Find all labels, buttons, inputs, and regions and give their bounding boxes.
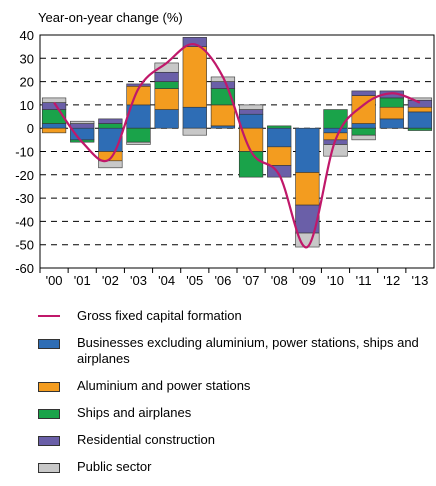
- bar-segment: [379, 118, 404, 129]
- bar-segment: [154, 109, 179, 129]
- bar-segment: [126, 127, 151, 143]
- legend-item: Gross fixed capital formation: [38, 308, 428, 324]
- y-tick-label: 40: [20, 28, 34, 43]
- legend-item: Ships and airplanes: [38, 405, 428, 421]
- bar-segment: [126, 141, 151, 145]
- bar-segment: [379, 97, 404, 108]
- legend-swatch: [38, 436, 60, 446]
- legend-item: Residential construction: [38, 432, 428, 448]
- bar-segment: [407, 97, 433, 101]
- legend-label: Aluminium and power stations: [77, 378, 251, 393]
- bar-segment: [295, 127, 320, 173]
- legend-swatch: [38, 463, 60, 473]
- bar-segment: [210, 125, 236, 129]
- y-tick-label: -20: [15, 168, 34, 183]
- line: [53, 43, 421, 249]
- x-tick-label: '10: [327, 273, 344, 288]
- bar-segment: [351, 123, 376, 129]
- x-tick-label: '11: [356, 273, 372, 288]
- x-tick-label: '00: [46, 273, 63, 288]
- legend-swatch: [38, 315, 60, 317]
- bar-segment: [210, 81, 236, 89]
- chart: Year-on-year change (%) 40 30 20 10 0 -10 -20 -…: [15, 10, 435, 288]
- bar-segment: [323, 127, 348, 134]
- legend: Gross fixed capital formation Businesses …: [38, 308, 428, 486]
- y-tick-label: -40: [15, 214, 34, 229]
- bar-segment: [238, 104, 264, 110]
- bar-segment: [267, 125, 292, 129]
- legend-swatch: [38, 382, 60, 392]
- bar-segment: [182, 127, 207, 136]
- x-tick-label: '08: [271, 273, 288, 288]
- bar-segment: [98, 160, 123, 169]
- bar-segment: [182, 37, 207, 47]
- legend-label: Gross fixed capital formation: [77, 308, 242, 323]
- y-tick-label: 10: [20, 98, 34, 113]
- x-tick-label: '09: [299, 273, 316, 288]
- legend-item: Businesses excluding aluminium, power st…: [38, 335, 428, 367]
- bar-segment: [351, 134, 376, 141]
- bar-segment: [407, 106, 433, 113]
- bar-segment: [323, 144, 348, 157]
- x-tick-label: '13: [411, 273, 428, 288]
- bar-segment: [238, 113, 264, 129]
- bar-segment: [407, 111, 433, 129]
- x-tick-label: '04: [158, 273, 175, 288]
- y-tick-label: -60: [15, 261, 34, 276]
- bar-segment: [182, 106, 207, 129]
- bar-segment: [351, 90, 376, 96]
- bar-segment: [238, 151, 264, 178]
- bar-segment: [41, 123, 67, 129]
- bar-segment: [210, 104, 236, 127]
- legend-label: Ships and airplanes: [77, 405, 192, 420]
- legend-label: Public sector: [77, 459, 152, 474]
- x-tick-label: '05: [186, 273, 203, 288]
- bar-segment: [70, 127, 95, 141]
- bar-segment: [407, 127, 433, 131]
- y-tick-label: 30: [20, 51, 34, 66]
- bar-segment: [154, 81, 179, 89]
- x-tick-label: '02: [102, 273, 119, 288]
- y-axis-label: Year-on-year change (%): [38, 10, 183, 25]
- bar-segment: [407, 99, 433, 108]
- bar-segment: [70, 123, 95, 129]
- y-tick-label: -10: [15, 145, 34, 160]
- bar-segment: [70, 120, 95, 124]
- y-tick-label: -30: [15, 191, 34, 206]
- y-tick-label: 20: [20, 75, 34, 90]
- bar-segment: [267, 146, 292, 166]
- bar-segment: [98, 123, 123, 129]
- bar-segment: [98, 118, 123, 124]
- legend-label: Businesses excluding aluminium, power st…: [77, 335, 419, 366]
- x-tick-label: '03: [130, 273, 147, 288]
- x-tick-label: '12: [383, 273, 400, 288]
- bar-segment: [295, 172, 320, 206]
- bar-segment: [154, 71, 179, 82]
- bar-segment: [379, 106, 404, 120]
- bar-segment: [41, 97, 67, 103]
- bar-segment: [182, 46, 207, 108]
- y-tick-label: -50: [15, 238, 34, 253]
- x-tick-label: '06: [214, 273, 231, 288]
- bar-segment: [154, 88, 179, 110]
- bar-segment: [267, 127, 292, 148]
- bar-segment: [238, 109, 264, 115]
- y-tick-label: 0: [27, 121, 34, 136]
- legend-swatch: [38, 339, 60, 349]
- legend-swatch: [38, 409, 60, 419]
- bar-segment: [126, 83, 151, 87]
- bar-segment: [351, 127, 376, 136]
- bar-segment: [41, 127, 67, 134]
- x-tick-label: '01: [74, 273, 91, 288]
- legend-item: Aluminium and power stations: [38, 378, 428, 394]
- legend-item: Public sector: [38, 459, 428, 475]
- legend-label: Residential construction: [77, 432, 216, 447]
- x-tick-label: '07: [243, 273, 260, 288]
